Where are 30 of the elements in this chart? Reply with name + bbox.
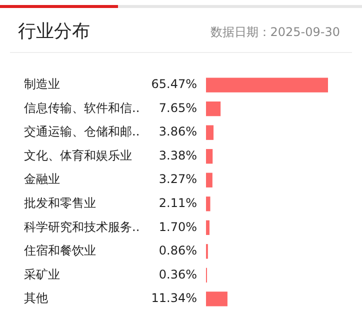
bar — [206, 292, 228, 306]
y-tick-label: 文化、体育和娱乐业 — [24, 148, 132, 162]
bar — [206, 78, 328, 92]
y-tick-label: 信息传输、软件和信.. — [24, 100, 140, 115]
data-label: 3.86% — [158, 124, 197, 139]
y-tick-label: 科学研究和技术服务.. — [24, 220, 140, 234]
bar — [206, 125, 214, 140]
y-tick-label: 金融业 — [24, 172, 60, 186]
bar — [206, 102, 221, 116]
data-label: 2.11% — [158, 196, 197, 210]
y-tick-label: 批发和零售业 — [24, 196, 96, 210]
text: 行业分布 — [18, 20, 90, 43]
data-label: 11.34% — [151, 291, 197, 306]
data-label: 65.47% — [151, 77, 197, 92]
y-tick-label: 交通运输、仓储和邮.. — [24, 124, 140, 139]
chart-subtitle: 数据日期：2025-09-30 — [210, 24, 340, 41]
y-tick-label: 其他 — [24, 291, 48, 306]
bar — [206, 196, 210, 212]
data-label: 7.65% — [158, 100, 197, 115]
bar — [206, 172, 212, 188]
y-tick-label: 采矿业 — [24, 267, 60, 282]
y-tick-label: 制造业 — [24, 77, 60, 92]
y-tick-label: 住宿和餐饮业 — [23, 244, 96, 258]
data-label: 0.36% — [158, 267, 197, 282]
data-label: 3.27% — [158, 172, 197, 186]
data-label: 0.86% — [158, 244, 197, 258]
bar — [206, 220, 210, 235]
bar — [206, 149, 213, 164]
data-label: 1.70% — [158, 220, 197, 234]
data-label: 3.38% — [158, 148, 197, 162]
